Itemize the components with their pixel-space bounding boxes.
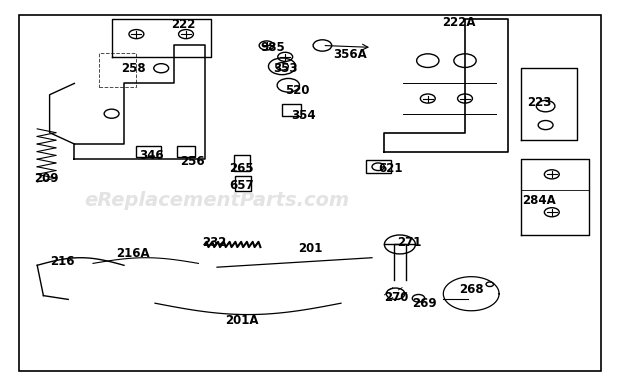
Text: 216A: 216A	[117, 247, 150, 260]
Text: 346: 346	[140, 149, 164, 162]
Text: 621: 621	[378, 162, 403, 175]
Text: 268: 268	[459, 283, 484, 296]
Text: 222: 222	[170, 18, 195, 31]
Text: 270: 270	[384, 291, 409, 304]
Text: eReplacementParts.com: eReplacementParts.com	[84, 191, 350, 210]
Bar	[236, 176, 250, 191]
Text: 223: 223	[527, 96, 552, 109]
Text: 256: 256	[180, 155, 205, 168]
Text: 271: 271	[397, 236, 422, 249]
Text: 201A: 201A	[225, 314, 259, 327]
Text: 356A: 356A	[334, 49, 367, 61]
Text: 232: 232	[202, 236, 226, 249]
Text: 520: 520	[285, 85, 310, 97]
Text: 201: 201	[298, 242, 322, 255]
Bar	[136, 146, 161, 157]
Bar	[366, 160, 391, 173]
Text: 353: 353	[273, 62, 298, 75]
Text: 258: 258	[121, 62, 146, 75]
Text: 657: 657	[229, 179, 254, 192]
Bar	[234, 155, 249, 171]
Text: 265: 265	[229, 162, 254, 175]
Bar	[282, 104, 301, 116]
Text: 216: 216	[50, 255, 74, 268]
Text: 284A: 284A	[523, 194, 556, 207]
Text: 209: 209	[34, 172, 59, 185]
Bar	[177, 146, 195, 157]
Text: 222A: 222A	[442, 16, 476, 29]
Text: 269: 269	[412, 297, 437, 310]
Text: 985: 985	[260, 41, 285, 54]
Text: 354: 354	[291, 109, 316, 122]
